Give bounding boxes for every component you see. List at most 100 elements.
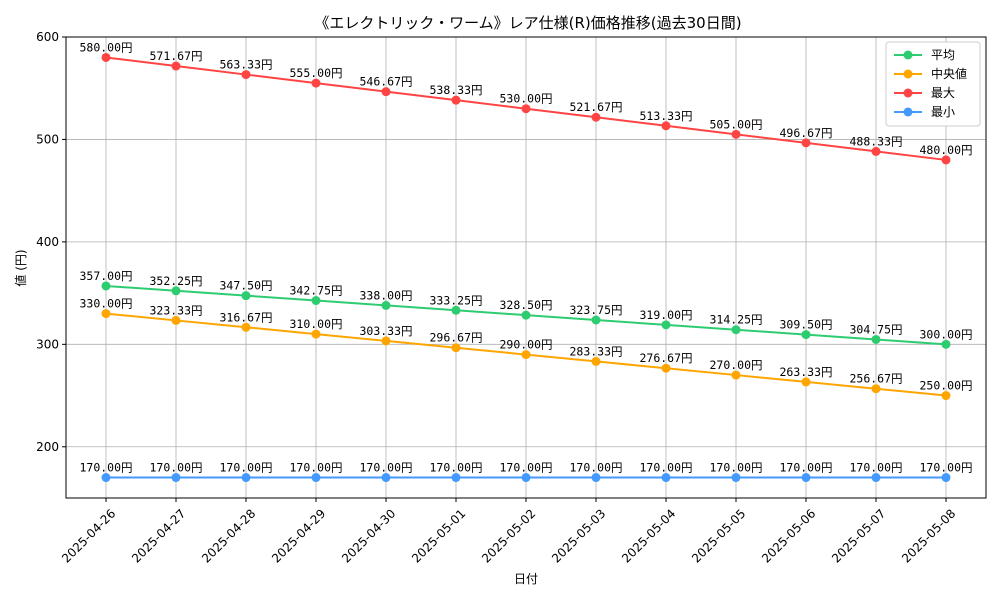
y-tick-label: 600 — [36, 30, 59, 44]
data-point — [101, 473, 111, 483]
data-point — [311, 473, 321, 483]
legend-swatch-marker — [903, 107, 913, 117]
x-tick-label: 2025-05-07 — [829, 506, 888, 565]
data-label: 330.00円 — [79, 297, 132, 311]
data-label: 170.00円 — [219, 461, 272, 475]
x-axis-label: 日付 — [514, 572, 538, 586]
data-label: 304.75円 — [849, 322, 902, 336]
data-point — [941, 339, 951, 349]
data-point — [451, 95, 461, 105]
legend-swatch-marker — [903, 69, 913, 79]
data-point — [661, 363, 671, 373]
data-point — [591, 356, 601, 366]
y-tick-label: 300 — [36, 337, 59, 351]
data-label: 170.00円 — [429, 461, 482, 475]
data-point — [871, 473, 881, 483]
data-point — [101, 281, 111, 291]
data-point — [871, 384, 881, 394]
data-label: 323.75円 — [569, 303, 622, 317]
data-label: 290.00円 — [499, 338, 552, 352]
data-point — [591, 112, 601, 122]
data-label: 555.00円 — [289, 66, 342, 80]
data-point — [171, 286, 181, 296]
data-label: 488.33円 — [849, 134, 902, 148]
x-tick-label: 2025-04-27 — [129, 506, 188, 565]
data-point — [101, 309, 111, 319]
data-point — [521, 473, 531, 483]
data-point — [801, 138, 811, 148]
y-tick-label: 200 — [36, 440, 59, 454]
data-label: 319.00円 — [639, 308, 692, 322]
data-label: 338.00円 — [359, 288, 412, 302]
legend-entry: 平均 — [931, 48, 955, 62]
data-point — [311, 296, 321, 306]
data-point — [871, 146, 881, 156]
legend-entry: 最小 — [931, 105, 955, 119]
data-label: 296.67円 — [429, 331, 482, 345]
x-tick-label: 2025-04-28 — [199, 506, 258, 565]
data-point — [801, 377, 811, 387]
data-point — [451, 343, 461, 353]
data-label: 263.33円 — [779, 365, 832, 379]
data-point — [381, 473, 391, 483]
data-point — [731, 370, 741, 380]
legend-swatch-marker — [903, 88, 913, 98]
data-point — [871, 334, 881, 344]
data-label: 347.50円 — [219, 279, 272, 293]
data-point — [941, 155, 951, 165]
data-point — [311, 78, 321, 88]
data-point — [381, 300, 391, 310]
data-label: 170.00円 — [289, 461, 342, 475]
data-point — [801, 330, 811, 340]
data-point — [731, 325, 741, 335]
legend-swatch-marker — [903, 50, 913, 60]
data-label: 170.00円 — [149, 461, 202, 475]
data-label: 170.00円 — [919, 461, 972, 475]
data-label: 276.67円 — [639, 351, 692, 365]
data-label: 170.00円 — [779, 461, 832, 475]
data-label: 521.67円 — [569, 100, 622, 114]
data-label: 310.00円 — [289, 317, 342, 331]
data-point — [451, 473, 461, 483]
axis-ticks: 2025-04-26 2025-04-27 2025-04-28 2025-04-29… — [36, 30, 958, 566]
data-label: 303.33円 — [359, 324, 412, 338]
data-label: 170.00円 — [359, 461, 412, 475]
data-label: 283.33円 — [569, 344, 622, 358]
data-label: 496.67円 — [779, 126, 832, 140]
data-label: 563.33円 — [219, 58, 272, 72]
data-label: 316.67円 — [219, 310, 272, 324]
data-point — [171, 315, 181, 325]
data-label: 538.33円 — [429, 83, 482, 97]
x-tick-label: 2025-05-01 — [409, 506, 468, 565]
data-point — [731, 473, 741, 483]
data-label: 333.25円 — [429, 293, 482, 307]
data-point — [101, 52, 111, 62]
data-point — [521, 310, 531, 320]
data-label: 170.00円 — [709, 461, 762, 475]
x-tick-label: 2025-05-04 — [619, 506, 678, 565]
data-label: 352.25円 — [149, 274, 202, 288]
x-tick-label: 2025-05-06 — [759, 506, 818, 565]
data-point — [521, 350, 531, 360]
data-point — [591, 473, 601, 483]
data-label: 314.25円 — [709, 313, 762, 327]
data-label: 357.00円 — [79, 269, 132, 283]
x-tick-label: 2025-04-30 — [339, 506, 398, 565]
data-point — [171, 61, 181, 71]
x-tick-label: 2025-04-29 — [269, 506, 328, 565]
data-label: 530.00円 — [499, 92, 552, 106]
data-label: 309.50円 — [779, 318, 832, 332]
data-label: 571.67円 — [149, 49, 202, 63]
data-label: 580.00円 — [79, 40, 132, 54]
data-point — [941, 391, 951, 401]
data-label: 328.50円 — [499, 298, 552, 312]
data-point — [241, 291, 251, 301]
data-point — [591, 315, 601, 325]
legend-entry: 中央値 — [931, 66, 967, 81]
data-point — [381, 87, 391, 97]
data-label: 546.67円 — [359, 75, 412, 89]
data-label: 256.67円 — [849, 372, 902, 386]
chart-title: 《エレクトリック・ワーム》レア仕様(R)価格推移(過去30日間) — [314, 14, 741, 32]
legend-box — [885, 41, 981, 127]
